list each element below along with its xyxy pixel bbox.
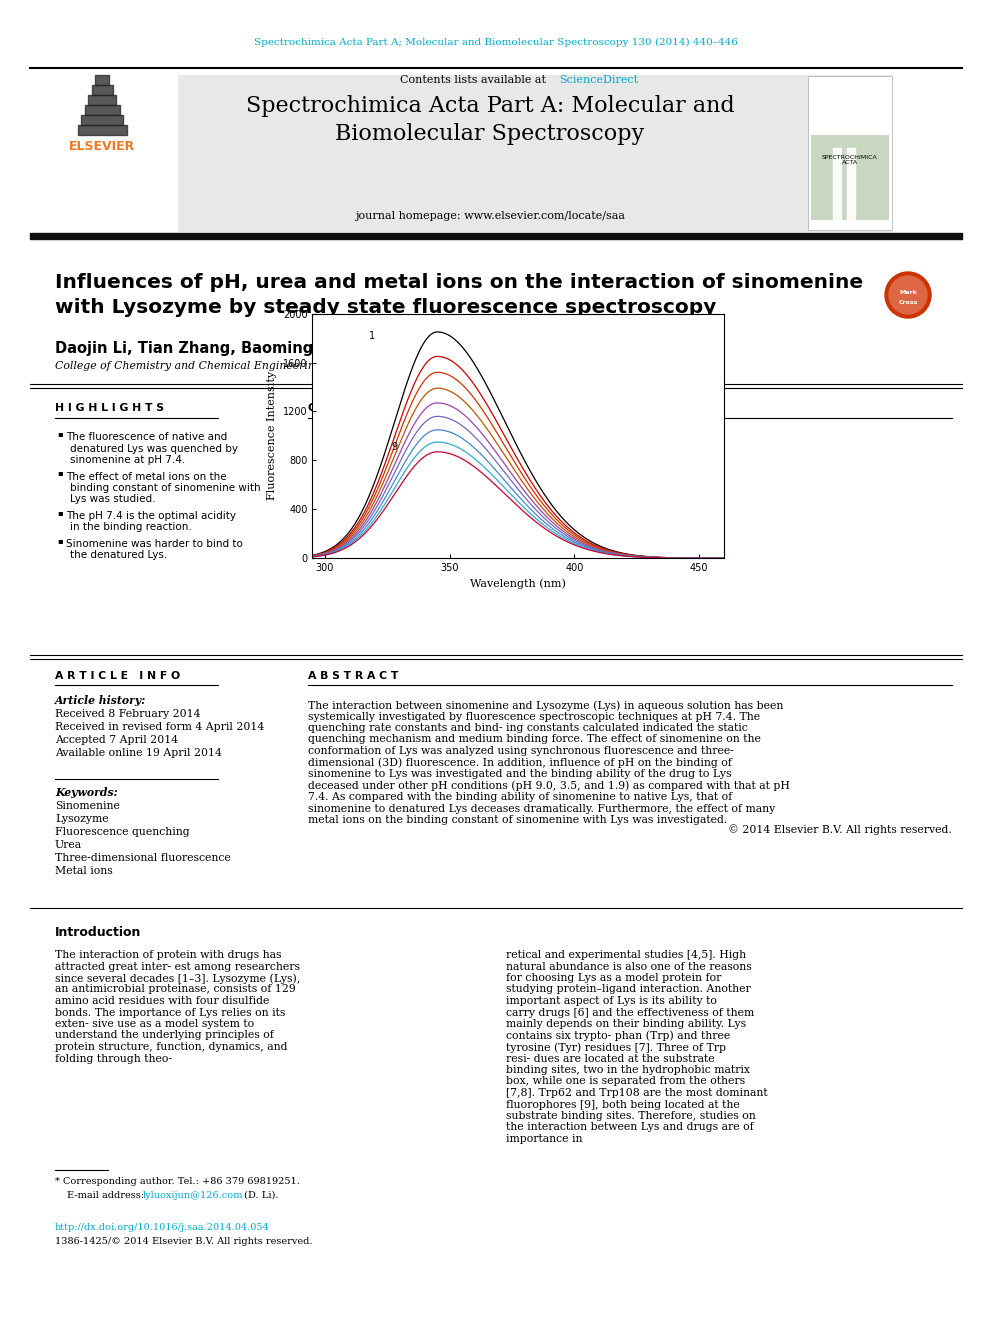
Text: Introduction: Introduction	[55, 926, 142, 938]
Text: tyrosine (Tyr) residues [7]. Three of Trp: tyrosine (Tyr) residues [7]. Three of Tr…	[506, 1043, 726, 1053]
Text: 7.4. As compared with the binding ability of sinomenine to native Lys, that of: 7.4. As compared with the binding abilit…	[308, 792, 732, 802]
Text: Accepted 7 April 2014: Accepted 7 April 2014	[55, 736, 179, 745]
Text: [7,8]. Trp62 and Trp108 are the most dominant: [7,8]. Trp62 and Trp108 are the most dom…	[506, 1088, 768, 1098]
Text: an antimicrobial proteinase, consists of 129: an antimicrobial proteinase, consists of…	[55, 984, 296, 995]
FancyBboxPatch shape	[30, 75, 178, 232]
Text: The pH 7.4 is the optimal acidity: The pH 7.4 is the optimal acidity	[66, 511, 236, 521]
FancyBboxPatch shape	[808, 75, 892, 230]
Text: The interaction of protein with drugs has: The interaction of protein with drugs ha…	[55, 950, 282, 960]
Text: E-mail address:: E-mail address:	[67, 1191, 147, 1200]
Text: sinomenine to Lys was investigated and the binding ability of the drug to Lys: sinomenine to Lys was investigated and t…	[308, 769, 731, 779]
Text: carry drugs [6] and the effectiveness of them: carry drugs [6] and the effectiveness of…	[506, 1008, 754, 1017]
Text: exten- sive use as a model system to: exten- sive use as a model system to	[55, 1019, 254, 1029]
Text: importance in: importance in	[506, 1134, 582, 1144]
Text: mainly depends on their binding ability. Lys: mainly depends on their binding ability.…	[506, 1019, 746, 1029]
Text: attracted great inter- est among researchers: attracted great inter- est among researc…	[55, 962, 300, 971]
Text: *: *	[365, 339, 371, 352]
Circle shape	[885, 273, 931, 318]
Text: dimensional (3D) fluorescence. In addition, influence of pH on the binding of: dimensional (3D) fluorescence. In additi…	[308, 758, 732, 769]
Text: Urea: Urea	[55, 840, 82, 849]
Text: resi- dues are located at the substrate: resi- dues are located at the substrate	[506, 1053, 714, 1064]
Text: (D. Li).: (D. Li).	[241, 1191, 279, 1200]
Text: A B S T R A C T: A B S T R A C T	[308, 671, 399, 681]
Text: Article history:: Article history:	[55, 695, 146, 705]
Text: 9: 9	[392, 442, 398, 452]
Text: Received in revised form 4 April 2014: Received in revised form 4 April 2014	[55, 722, 264, 732]
Text: Available online 19 April 2014: Available online 19 April 2014	[55, 747, 222, 758]
Text: denatured Lys was quenched by: denatured Lys was quenched by	[70, 443, 238, 454]
Text: deceased under other pH conditions (pH 9.0, 3.5, and 1.9) as compared with that : deceased under other pH conditions (pH 9…	[308, 781, 790, 791]
Text: metal ions on the binding constant of sinomenine with Lys was investigated.: metal ions on the binding constant of si…	[308, 815, 727, 826]
Text: bonds. The importance of Lys relies on its: bonds. The importance of Lys relies on i…	[55, 1008, 286, 1017]
Text: substrate binding sites. Therefore, studies on: substrate binding sites. Therefore, stud…	[506, 1111, 756, 1121]
Text: folding through theo-: folding through theo-	[55, 1053, 172, 1064]
Text: Fluorescence quenching: Fluorescence quenching	[55, 827, 189, 837]
Text: protein structure, function, dynamics, and: protein structure, function, dynamics, a…	[55, 1043, 288, 1052]
Text: understand the underlying principles of: understand the underlying principles of	[55, 1031, 274, 1040]
Text: SPECTROCHIMICA
ACTA: SPECTROCHIMICA ACTA	[822, 155, 878, 165]
Text: H I G H L I G H T S: H I G H L I G H T S	[55, 404, 164, 413]
Text: Contents lists available at: Contents lists available at	[400, 75, 550, 85]
Text: A R T I C L E   I N F O: A R T I C L E I N F O	[55, 671, 181, 681]
Text: 1: 1	[369, 331, 375, 340]
Text: Metal ions: Metal ions	[55, 867, 113, 876]
Text: natural abundance is also one of the reasons: natural abundance is also one of the rea…	[506, 962, 752, 971]
Text: ScienceDirect: ScienceDirect	[559, 75, 638, 85]
Text: ▪: ▪	[57, 536, 62, 545]
Text: binding sites, two in the hydrophobic matrix: binding sites, two in the hydrophobic ma…	[506, 1065, 750, 1076]
Text: http://dx.doi.org/10.1016/j.saa.2014.04.054: http://dx.doi.org/10.1016/j.saa.2014.04.…	[55, 1224, 270, 1233]
Text: lyluoxijun@126.com: lyluoxijun@126.com	[143, 1191, 243, 1200]
Text: contains six trypto- phan (Trp) and three: contains six trypto- phan (Trp) and thre…	[506, 1031, 730, 1041]
Text: sinomenine at pH 7.4.: sinomenine at pH 7.4.	[70, 455, 186, 464]
Text: G R A P H I C A L   A B S T R A C T: G R A P H I C A L A B S T R A C T	[308, 404, 510, 413]
Text: ▪: ▪	[57, 429, 62, 438]
Text: © 2014 Elsevier B.V. All rights reserved.: © 2014 Elsevier B.V. All rights reserved…	[728, 824, 952, 835]
Text: sinomenine to denatured Lys deceases dramatically. Furthermore, the effect of ma: sinomenine to denatured Lys deceases dra…	[308, 803, 776, 814]
Text: ELSEVIER: ELSEVIER	[68, 140, 135, 153]
Text: important aspect of Lys is its ability to: important aspect of Lys is its ability t…	[506, 996, 717, 1005]
Text: The interaction between sinomenine and Lysozyme (Lys) in aqueous solution has be: The interaction between sinomenine and L…	[308, 700, 784, 710]
Text: the denatured Lys.: the denatured Lys.	[70, 550, 168, 561]
Text: The fluorescence of native and: The fluorescence of native and	[66, 433, 227, 442]
Text: ▪: ▪	[57, 468, 62, 478]
Text: Lys was studied.: Lys was studied.	[70, 495, 156, 504]
Text: the interaction between Lys and drugs are of: the interaction between Lys and drugs ar…	[506, 1122, 754, 1132]
Text: conformation of Lys was analyzed using synchronous fluorescence and three-: conformation of Lys was analyzed using s…	[308, 746, 734, 755]
Text: Keywords:: Keywords:	[55, 786, 118, 798]
FancyBboxPatch shape	[811, 135, 889, 220]
Text: box, while one is separated from the others: box, while one is separated from the oth…	[506, 1077, 745, 1086]
Text: Received 8 February 2014: Received 8 February 2014	[55, 709, 200, 718]
Text: amino acid residues with four disulfide: amino acid residues with four disulfide	[55, 996, 270, 1005]
Text: systemically investigated by fluorescence spectroscopic techniques at pH 7.4. Th: systemically investigated by fluorescenc…	[308, 712, 760, 721]
Text: Spectrochimica Acta Part A: Molecular and
Biomolecular Spectroscopy: Spectrochimica Acta Part A: Molecular an…	[246, 95, 734, 146]
Circle shape	[889, 277, 927, 314]
Text: 1386-1425/© 2014 Elsevier B.V. All rights reserved.: 1386-1425/© 2014 Elsevier B.V. All right…	[55, 1237, 312, 1246]
Text: College of Chemistry and Chemical Engineering, Luoyang Normal University, Luoyan: College of Chemistry and Chemical Engine…	[55, 361, 619, 370]
Text: The effect of metal ions on the: The effect of metal ions on the	[66, 471, 226, 482]
Text: Sinomenine was harder to bind to: Sinomenine was harder to bind to	[66, 538, 243, 549]
Text: ▪: ▪	[57, 508, 62, 517]
Text: binding constant of sinomenine with: binding constant of sinomenine with	[70, 483, 261, 493]
Text: quenching rate constants and bind- ing constants calculated indicated the static: quenching rate constants and bind- ing c…	[308, 722, 748, 733]
Text: journal homepage: www.elsevier.com/locate/saa: journal homepage: www.elsevier.com/locat…	[355, 210, 625, 221]
Text: since several decades [1–3]. Lysozyme (Lys),: since several decades [1–3]. Lysozyme (L…	[55, 972, 301, 983]
Text: * Corresponding author. Tel.: +86 379 69819251.: * Corresponding author. Tel.: +86 379 69…	[55, 1177, 300, 1187]
Text: Spectrochimica Acta Part A; Molecular and Biomolecular Spectroscopy 130 (2014) 4: Spectrochimica Acta Part A; Molecular an…	[254, 37, 738, 46]
Text: for choosing Lys as a model protein for: for choosing Lys as a model protein for	[506, 972, 721, 983]
Text: Cross: Cross	[899, 300, 918, 306]
Text: retical and experimental studies [4,5]. High: retical and experimental studies [4,5]. …	[506, 950, 746, 960]
Text: quenching mechanism and medium binding force. The effect of sinomenine on the: quenching mechanism and medium binding f…	[308, 734, 761, 745]
Text: Mark: Mark	[899, 291, 917, 295]
FancyBboxPatch shape	[30, 75, 892, 232]
Text: Lysozyme: Lysozyme	[55, 814, 109, 824]
Text: in the binding reaction.: in the binding reaction.	[70, 523, 191, 532]
X-axis label: Wavelength (nm): Wavelength (nm)	[470, 578, 566, 589]
Text: Sinomenine: Sinomenine	[55, 800, 120, 811]
Text: fluorophores [9], both being located at the: fluorophores [9], both being located at …	[506, 1099, 740, 1110]
Y-axis label: Fluorescence Intensity: Fluorescence Intensity	[268, 372, 278, 500]
Text: Influences of pH, urea and metal ions on the interaction of sinomenine
with Lyso: Influences of pH, urea and metal ions on…	[55, 273, 863, 318]
Text: studying protein–ligand interaction. Another: studying protein–ligand interaction. Ano…	[506, 984, 751, 995]
Text: Daojin Li, Tian Zhang, Baoming Ji: Daojin Li, Tian Zhang, Baoming Ji	[55, 340, 329, 356]
Text: Three-dimensional fluorescence: Three-dimensional fluorescence	[55, 853, 231, 863]
